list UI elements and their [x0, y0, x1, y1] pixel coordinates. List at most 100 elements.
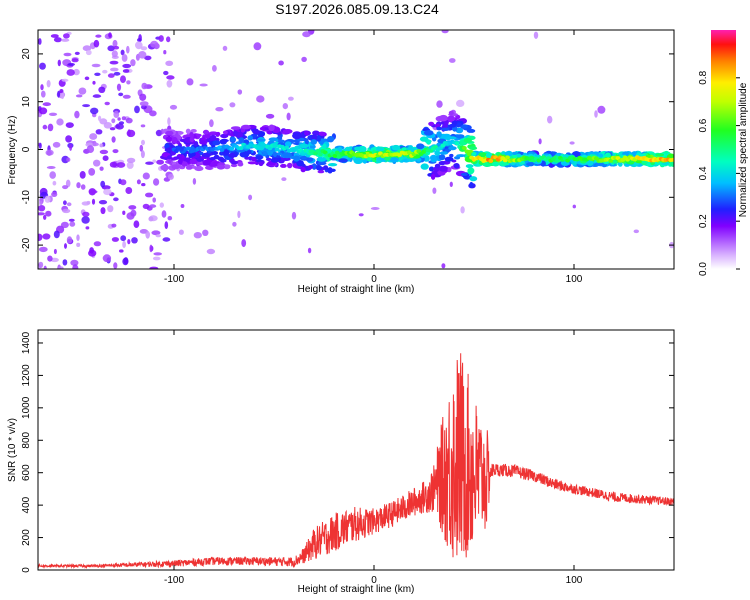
snr-marks: [38, 353, 674, 570]
spectrogram-noise-cell: [53, 37, 62, 43]
spectrogram-ridge-cell: [419, 136, 429, 142]
spectrogram-noise-cell: [139, 93, 147, 102]
spectrogram-noise-cell: [162, 237, 171, 242]
spectrogram-noise-cell: [126, 45, 130, 54]
spectrogram-noise-cell: [92, 94, 102, 98]
spectrogram-ridge-cell: [189, 136, 195, 143]
spectrogram-ridge-cell: [328, 163, 338, 167]
spectrogram-noise-cell: [112, 39, 118, 48]
spectrogram-ridge-cell: [196, 133, 202, 137]
spectrogram-ridge-cell: [301, 156, 308, 160]
spectrogram-noise-cell: [153, 178, 160, 186]
spectrogram-ridge-cell: [299, 143, 309, 149]
spectrogram-noise-cell: [152, 256, 161, 261]
spectrogram-noise-cell: [633, 229, 639, 234]
spectrogram-noise-cell: [47, 123, 54, 132]
spectrogram-noise-cell: [110, 67, 119, 72]
snr-x-tick-label: -100: [164, 575, 184, 586]
spectrogram-ridge-cell: [338, 158, 348, 163]
spectrogram-noise-cell: [84, 76, 90, 81]
spectrogram-ridge-cell: [316, 135, 322, 142]
spectrogram-noise-cell: [121, 54, 128, 62]
spectrogram-noise-cell: [199, 83, 208, 87]
spectrogram-noise-cell: [120, 179, 127, 186]
spectrogram-noise-cell: [64, 243, 67, 249]
spectrogram-noise-cell: [53, 230, 60, 239]
spectrogram-noise-cell: [113, 262, 118, 269]
spectrogram-noise-cell: [281, 177, 287, 182]
spectrogram-ridge-cell: [185, 128, 191, 134]
spectrogram-ridge-cell: [304, 131, 309, 136]
spectrogram-noise-cell: [38, 246, 48, 253]
spectrogram-noise-cell: [140, 46, 148, 51]
spectrogram-noise-cell: [107, 73, 115, 78]
spectrogram-noise-cell: [71, 58, 79, 63]
snr-y-tick-label: 400: [21, 496, 32, 513]
spectrogram-noise-cell: [572, 204, 576, 209]
spectrogram-noise-cell: [111, 118, 116, 124]
spectrogram-ridge-cell: [185, 165, 193, 170]
spectrogram-core-cell: [670, 157, 674, 162]
spectrogram-noise-cell: [432, 187, 437, 194]
snr-y-tick-label: 0: [21, 567, 32, 573]
spectrogram-noise-cell: [232, 221, 237, 227]
spectrogram-noise-cell: [126, 157, 136, 164]
spectrogram-ridge-cell: [177, 158, 183, 165]
spectrogram-ridge-cell: [282, 152, 292, 159]
spectrogram-noise-cell: [102, 69, 108, 74]
spectrogram-ridge-cell: [498, 161, 508, 167]
spectrogram-noise-cell: [133, 220, 140, 228]
spectrogram-ridge-cell: [604, 152, 611, 158]
spectrogram-ridge-cell: [446, 167, 452, 173]
spectrogram-ridge-cell: [277, 157, 282, 161]
spectrogram-ridge-cell: [202, 159, 211, 166]
spectrogram-noise-cell: [141, 82, 148, 90]
spectrogram-noise-cell: [109, 161, 118, 168]
spectrogram-noise-cell: [113, 110, 120, 118]
spectrogram-ridge-cell: [469, 181, 474, 188]
spectrogram-noise-cell: [111, 237, 119, 242]
spectrogram-ridge-cell: [209, 134, 217, 141]
spectrogram-ridge-cell: [307, 165, 314, 170]
spectrogram-ridge-cell: [439, 151, 449, 155]
spectrogram-ridge-cell: [420, 163, 429, 170]
spectrogram-ridge-cell: [233, 130, 239, 137]
spectrogram-noise-cell: [63, 200, 67, 205]
spectrogram-noise-cell: [449, 58, 456, 63]
spectrogram-noise-cell: [291, 211, 297, 220]
spectrogram-ridge-cell: [376, 146, 382, 153]
spectrogram-noise-cell: [142, 172, 150, 180]
spectrogram-core-cell: [272, 143, 278, 148]
spectrogram-noise-cell: [107, 205, 114, 213]
spectrogram-y-tick-label: 0: [21, 146, 32, 152]
spectrogram-noise-cell: [145, 230, 150, 239]
spectrogram-core-cell: [315, 148, 321, 153]
spectrogram-noise-cell: [69, 221, 76, 227]
spectrogram-ridge-cell: [511, 151, 518, 155]
spectrogram-ridge-cell: [294, 152, 300, 157]
spectrogram-noise-cell: [137, 38, 142, 42]
spectrogram-ridge-cell: [171, 164, 180, 170]
spectrogram-ridge-cell: [164, 147, 172, 153]
snr-frame: [37, 329, 675, 571]
spectrogram-noise-cell: [57, 90, 61, 98]
spectrogram-noise-cell: [278, 60, 284, 66]
spectrogram-ridge-cell: [460, 172, 468, 176]
spectrogram-ridge-cell: [466, 128, 476, 133]
spectrogram-ridge-cell: [255, 155, 264, 160]
spectrogram-noise-cell: [125, 117, 133, 124]
spectrogram-ridge-cell: [383, 155, 391, 161]
spectrogram-noise-cell: [142, 203, 150, 209]
spectrogram-noise-cell: [48, 112, 58, 117]
colorbar-tick-label: 0.4: [698, 166, 709, 180]
spectrogram-noise-cell: [148, 216, 154, 222]
spectrogram-ridge-cell: [311, 163, 317, 170]
spectrogram-noise-cell: [302, 31, 311, 38]
spectrogram-noise-cell: [82, 211, 90, 217]
spectrogram-ridge-cell: [315, 164, 322, 171]
spectrogram-noise-cell: [90, 107, 99, 115]
spectrogram-noise-cell: [149, 266, 159, 269]
spectrogram-noise-cell: [79, 171, 86, 179]
spectrogram-core-cell: [294, 146, 299, 151]
